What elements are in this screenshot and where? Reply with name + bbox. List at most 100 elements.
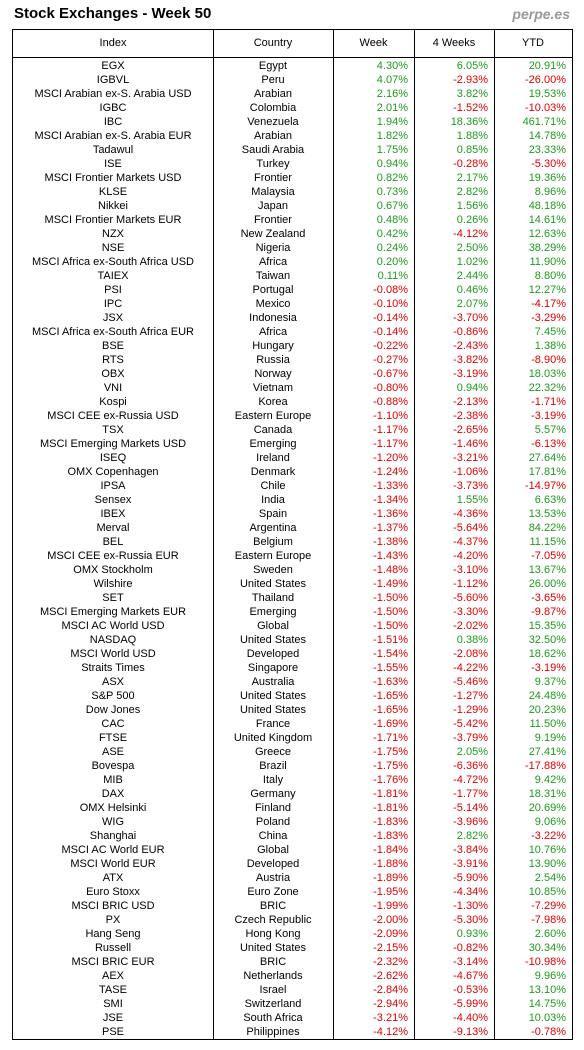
cell: -1.76% (373, 774, 408, 786)
cell: 1.88% (456, 130, 488, 142)
cell: -3.79% (453, 732, 488, 744)
cell: -1.88% (373, 858, 408, 870)
cell: Hang Seng (85, 928, 141, 940)
cell: -4.36% (453, 508, 488, 520)
cell: 84.22% (528, 522, 566, 534)
cell: 13.10% (528, 984, 566, 996)
cell: -1.17% (373, 424, 408, 436)
cell: 2.82% (456, 830, 488, 842)
cell: -1.81% (373, 802, 408, 814)
cell: 20.23% (528, 704, 566, 716)
cell: -1.48% (373, 564, 408, 576)
cell: MSCI Frontier Markets USD (44, 172, 182, 184)
cell: 15.35% (528, 620, 566, 632)
cell: -1.50% (373, 606, 408, 618)
cell: MSCI World EUR (70, 858, 156, 870)
cell: 0.93% (456, 928, 488, 940)
cell: -5.30% (453, 914, 488, 926)
cell: EGX (101, 60, 125, 72)
cell: -2.84% (373, 984, 408, 996)
cell: -5.99% (453, 998, 488, 1010)
cell: Korea (258, 396, 288, 408)
cell: -1.30% (453, 900, 488, 912)
cell: -1.12% (453, 578, 488, 590)
cell: Saudi Arabia (241, 144, 305, 156)
cell: KLSE (98, 186, 128, 198)
cell: -3.84% (453, 844, 488, 856)
table: Index Country Week 4 Weeks YTD EGX Egypt 4.30%… (12, 29, 573, 1040)
cell: 7.45% (534, 326, 566, 338)
cell: Bovespa (91, 760, 135, 772)
cell: IBC (103, 116, 123, 128)
cell: Malaysia (251, 186, 295, 198)
cell: -0.14% (373, 326, 408, 338)
cell: Germany (250, 788, 296, 800)
cell: -1.71% (373, 732, 408, 744)
cell: 18.03% (528, 368, 566, 380)
cell: ASX (101, 676, 124, 688)
cell: Norway (254, 368, 292, 380)
cell: MSCI BRIC USD (71, 900, 155, 912)
cell: Russell (94, 942, 132, 954)
cell: 18.62% (528, 648, 566, 660)
cell: Venezuela (247, 116, 299, 128)
cell: -3.82% (453, 354, 488, 366)
cell: -0.28% (453, 158, 488, 170)
cell: -1.33% (373, 480, 408, 492)
cell: Vietnam (252, 382, 294, 394)
cell: 2.16% (376, 88, 408, 100)
cell: 2.60% (534, 928, 566, 940)
cell: Argentina (249, 522, 297, 534)
cell: 1.56% (456, 200, 488, 212)
cell: Dow Jones (85, 704, 141, 716)
cell: 12.63% (528, 228, 566, 240)
cell: -5.30% (531, 158, 566, 170)
cell: MSCI Emerging Markets EUR (39, 606, 187, 618)
cell: -1.37% (373, 522, 408, 534)
cell: Wilshire (93, 578, 133, 590)
cell: 11.15% (529, 536, 567, 548)
cell: -0.22% (373, 340, 408, 352)
cell: -3.22% (531, 830, 566, 842)
cell: PSE (101, 1026, 124, 1038)
cell: -0.88% (373, 396, 408, 408)
cell: -1.83% (373, 816, 408, 828)
cell: 13.53% (528, 508, 566, 520)
cell: Ireland (256, 452, 290, 464)
cell: Euro Stoxx (86, 886, 140, 898)
cell: 2.07% (456, 298, 488, 310)
cell: 13.67% (528, 564, 566, 576)
cell: -3.19% (531, 662, 566, 674)
cell: 0.26% (456, 214, 488, 226)
cell: BRIC (259, 956, 287, 968)
cell: Finland (254, 802, 292, 814)
cell: MSCI World USD (70, 648, 156, 660)
cell: Arabian (254, 130, 292, 142)
cell: Africa (258, 326, 288, 338)
cell: Nigeria (255, 242, 291, 254)
column-header: YTD (522, 37, 544, 49)
cell: SET (102, 592, 124, 604)
cell: -1.34% (373, 494, 408, 506)
cell: -5.64% (453, 522, 488, 534)
cell: Belgium (253, 536, 293, 548)
cell: OMX Helsinki (79, 802, 147, 814)
cell: -0.14% (373, 312, 408, 324)
cell: MSCI Frontier Markets EUR (44, 214, 182, 226)
cell: -9.87% (531, 606, 566, 618)
cell: IPSA (100, 480, 126, 492)
cell: 14.61% (528, 214, 566, 226)
cell: -0.53% (453, 984, 488, 996)
cell: -1.81% (373, 788, 408, 800)
cell: -1.95% (373, 886, 408, 898)
cell: 9.06% (534, 816, 566, 828)
cell: -2.08% (453, 648, 488, 660)
cell: -7.29% (531, 900, 566, 912)
cell: -0.78% (531, 1026, 566, 1038)
cell: -1.46% (453, 438, 488, 450)
cell: 10.85% (528, 886, 566, 898)
cell: Austria (255, 872, 291, 884)
cell: IGBC (99, 102, 127, 114)
cell: -10.98% (525, 956, 566, 968)
cell: -1.63% (373, 676, 408, 688)
